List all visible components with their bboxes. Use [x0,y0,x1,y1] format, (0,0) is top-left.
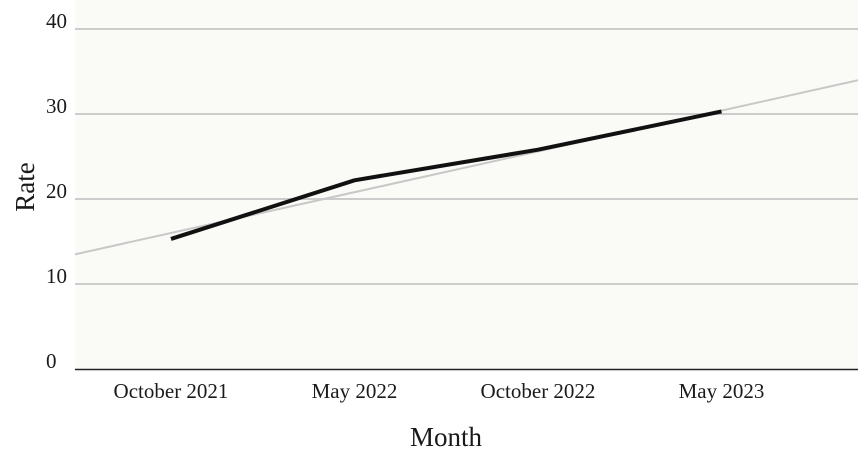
y-axis-title: Rate [10,162,40,211]
x-tick-label: May 2022 [312,379,398,403]
y-tick-label: 30 [46,94,67,118]
y-tick-label: 0 [46,349,57,373]
y-tick-labels: 0 10 20 30 40 [46,9,67,373]
y-tick-label: 10 [46,264,67,288]
y-tick-label: 20 [46,179,67,203]
y-tick-label: 40 [46,9,67,33]
x-tick-labels: October 2021 May 2022 October 2022 May 2023 [114,379,765,403]
x-tick-label: October 2022 [481,379,596,403]
plot-background [75,0,858,370]
x-tick-label: October 2021 [114,379,229,403]
x-axis-title: Month [410,422,483,452]
x-tick-label: May 2023 [679,379,765,403]
